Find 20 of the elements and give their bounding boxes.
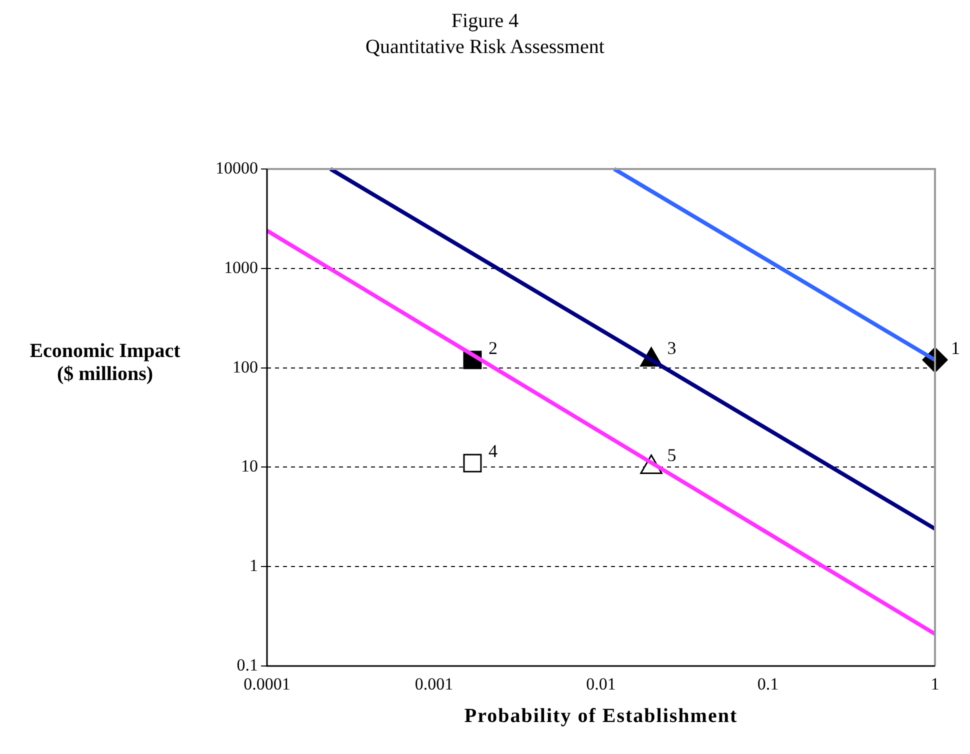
x-tick-label: 0.001 <box>414 674 454 694</box>
x-tick-label: 1 <box>930 674 940 694</box>
annotation: 4 <box>488 441 498 462</box>
annotation: 3 <box>667 338 676 358</box>
y-axis-title: Economic Impact ($ millions) <box>28 340 182 386</box>
x-axis-title: Probability of Establishment <box>463 705 739 728</box>
y-tick-label: 1000 <box>224 258 258 277</box>
y-tick-label: 10000 <box>216 158 258 178</box>
chart-title: Figure 4 <box>450 9 520 34</box>
x-tick-label: 0.1 <box>757 674 779 694</box>
y-tick-label: 100 <box>232 357 258 376</box>
y-tick-label: 1 <box>250 556 258 576</box>
x-tick-label: 0.01 <box>586 674 616 694</box>
y-tick-label: 0.1 <box>236 655 258 674</box>
y-tick-label: 10 <box>241 456 258 476</box>
annotation: 1 <box>951 338 960 358</box>
x-tick-label: 0.0001 <box>244 674 290 694</box>
annotation: 5 <box>667 445 676 466</box>
chart-subtitle: Quantitative Risk Assessment <box>364 35 606 60</box>
annotation: 2 <box>488 338 498 358</box>
